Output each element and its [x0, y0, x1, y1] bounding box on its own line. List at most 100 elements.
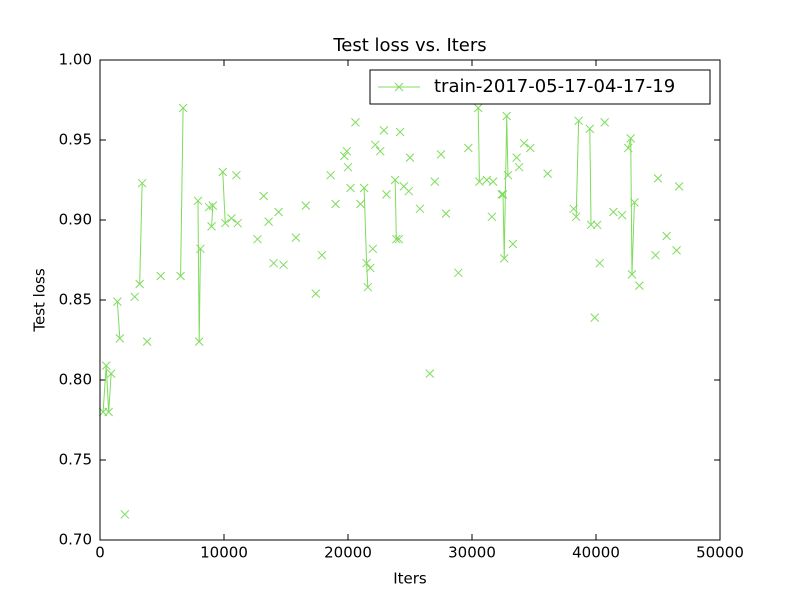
marker — [574, 116, 583, 126]
marker — [525, 143, 535, 153]
marker — [301, 201, 311, 210]
y-tick-label: 0.75 — [59, 451, 92, 469]
legend-label: train-2017-05-17-04-17-19 — [434, 76, 675, 97]
marker — [178, 103, 188, 113]
y-tick-label: 1.00 — [59, 51, 92, 69]
marker — [543, 169, 552, 178]
marker — [227, 214, 236, 223]
marker — [375, 146, 385, 156]
line — [627, 138, 635, 275]
marker — [342, 146, 352, 156]
legend-marker — [394, 82, 404, 92]
marker — [390, 175, 400, 185]
marker — [356, 199, 365, 209]
marker — [269, 258, 278, 268]
plot-frame — [99, 59, 721, 541]
marker — [585, 124, 595, 134]
marker — [176, 271, 185, 281]
marker — [662, 231, 672, 241]
marker — [343, 162, 353, 172]
marker — [609, 207, 618, 217]
marker — [368, 244, 378, 254]
marker — [233, 218, 242, 228]
marker — [430, 177, 440, 186]
marker — [487, 212, 497, 222]
y-tick-label: 0.85 — [59, 291, 92, 309]
marker — [392, 234, 401, 244]
marker — [104, 407, 114, 417]
marker — [365, 263, 375, 273]
marker — [311, 289, 321, 298]
marker — [512, 153, 521, 162]
marker — [218, 167, 228, 177]
line — [102, 365, 112, 413]
marker — [630, 198, 639, 207]
marker — [653, 174, 663, 183]
marker — [497, 190, 507, 199]
marker — [115, 334, 125, 343]
marker — [626, 134, 636, 143]
marker — [135, 279, 145, 289]
marker — [264, 217, 273, 226]
marker — [259, 191, 269, 201]
line — [222, 171, 226, 224]
marker — [569, 204, 579, 214]
marker — [498, 190, 508, 199]
marker — [672, 246, 681, 255]
marker — [499, 254, 509, 263]
marker — [193, 196, 203, 206]
marker — [475, 177, 484, 186]
marker — [595, 258, 605, 268]
marker — [196, 244, 205, 254]
marker — [142, 337, 152, 346]
marker — [586, 220, 596, 230]
marker — [326, 170, 335, 180]
marker — [404, 186, 414, 196]
marker — [488, 177, 498, 186]
marker — [351, 118, 360, 127]
x-tick-label: 30000 — [448, 544, 496, 562]
marker — [379, 126, 389, 135]
marker — [156, 271, 166, 281]
marker — [405, 153, 415, 162]
marker — [519, 138, 529, 148]
marker — [623, 143, 633, 153]
marker — [207, 222, 216, 231]
marker — [253, 234, 262, 244]
line — [139, 183, 143, 285]
marker — [441, 209, 451, 218]
marker — [291, 233, 301, 242]
marker — [425, 369, 435, 378]
y-tick-label: 0.90 — [59, 211, 92, 229]
x-tick-label: 0 — [95, 544, 105, 562]
marker — [454, 268, 463, 278]
marker — [600, 118, 610, 127]
line — [589, 128, 592, 225]
marker — [362, 258, 371, 268]
marker — [339, 151, 349, 161]
line — [477, 107, 480, 182]
marker — [359, 183, 369, 193]
x-tick-label: 10000 — [200, 544, 248, 562]
marker — [415, 204, 425, 214]
marker — [113, 297, 122, 306]
marker — [232, 170, 241, 180]
chart-title: Test loss vs. Iters — [332, 35, 486, 56]
marker — [571, 212, 581, 222]
x-tick-label: 50000 — [696, 544, 744, 562]
y-axis-label: Test loss — [31, 268, 49, 332]
marker — [120, 510, 130, 519]
marker — [503, 170, 513, 180]
x-axis-label: Iters — [393, 570, 427, 588]
marker — [194, 337, 204, 346]
marker — [592, 220, 602, 230]
x-tick-label: 20000 — [324, 544, 372, 562]
marker — [651, 250, 660, 260]
marker — [208, 201, 218, 210]
marker — [106, 369, 116, 378]
line — [575, 120, 580, 217]
marker — [482, 175, 492, 185]
y-tick-label: 0.80 — [59, 371, 92, 389]
marker — [463, 143, 473, 153]
marker — [617, 210, 627, 220]
